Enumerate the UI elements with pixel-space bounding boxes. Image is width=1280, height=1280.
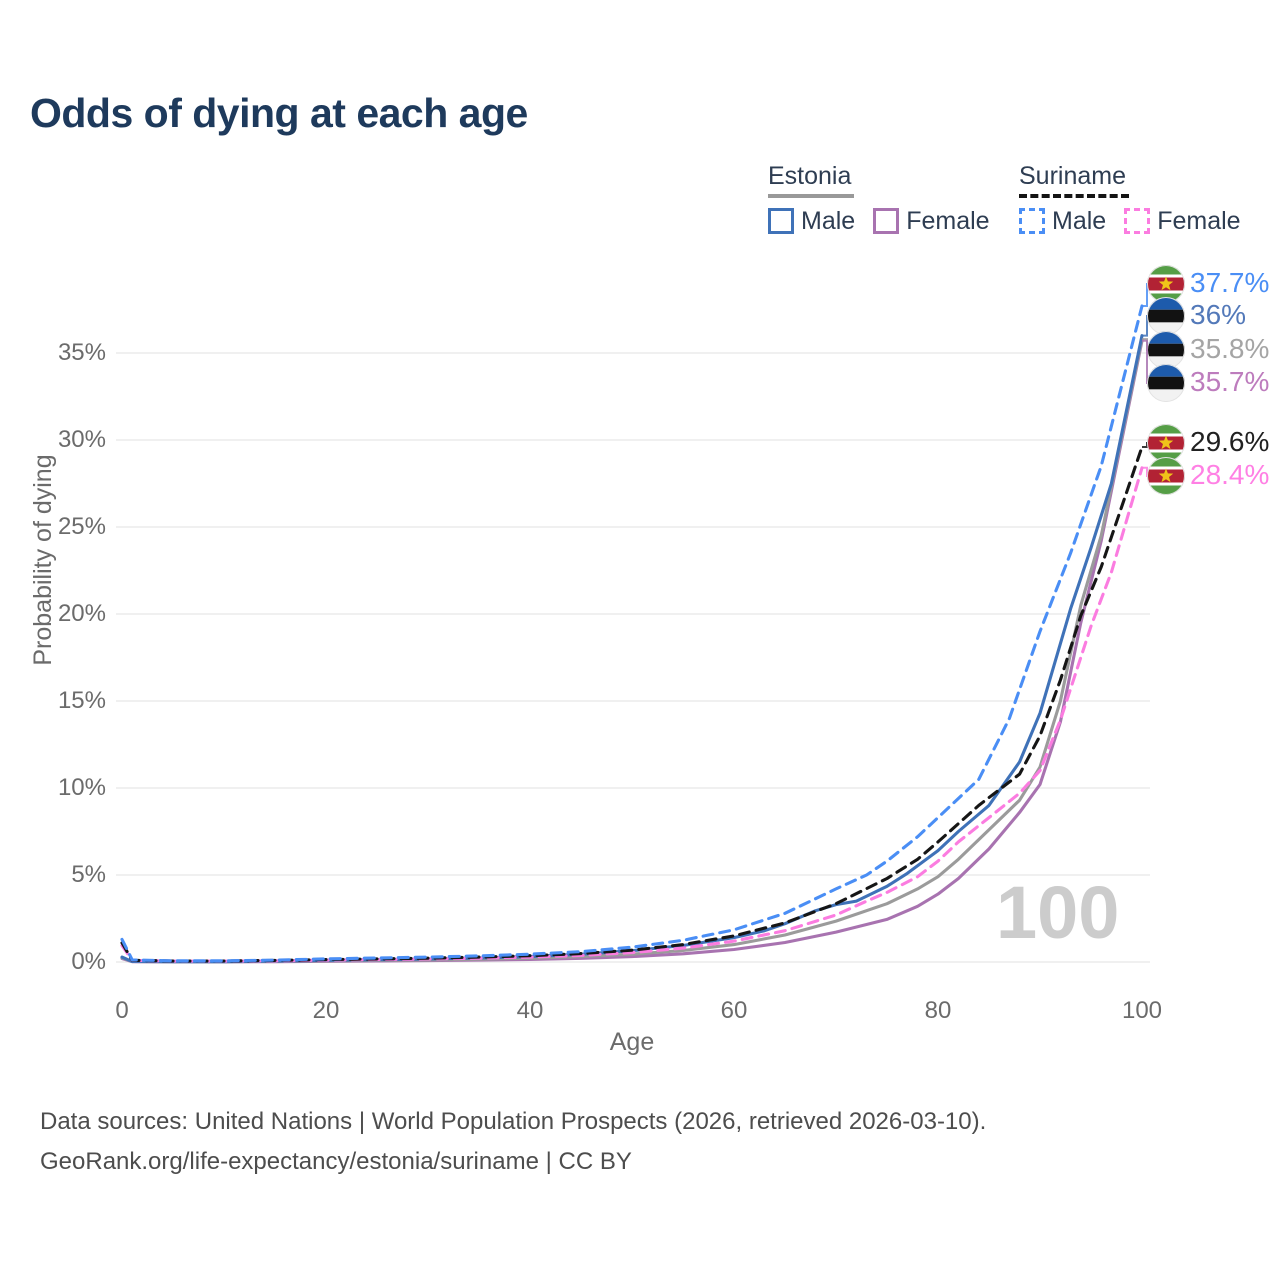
estonia-flag-icon bbox=[1147, 364, 1185, 402]
footer-data-sources: Data sources: United Nations | World Pop… bbox=[40, 1108, 987, 1135]
suriname-flag-icon bbox=[1147, 424, 1185, 462]
end-value-label-estonia-male: 36% bbox=[1190, 299, 1247, 330]
legend-group-estonia: Estonia Male Female bbox=[768, 162, 1008, 236]
legend-group-suriname: Suriname Male Female bbox=[1019, 162, 1259, 236]
end-value-label-suriname-total: 29.6% bbox=[1190, 426, 1270, 457]
y-tick-label: 25% bbox=[57, 513, 106, 540]
x-tick-label: 80 bbox=[924, 997, 952, 1024]
estonia-male-swatch-icon bbox=[768, 208, 794, 234]
series-line-estonia-female bbox=[120, 339, 1144, 964]
legend-item-label: Female bbox=[906, 206, 990, 235]
legend-country-label-estonia: Estonia bbox=[768, 162, 852, 190]
end-value-label-estonia-total: 35.8% bbox=[1190, 333, 1270, 364]
estonia-flag-icon bbox=[1147, 297, 1185, 335]
series-line-estonia-total bbox=[120, 337, 1144, 964]
footer-attribution: GeoRank.org/life-expectancy/estonia/suri… bbox=[40, 1148, 632, 1175]
y-tick-label: 10% bbox=[57, 774, 106, 801]
y-tick-label: 35% bbox=[57, 339, 106, 366]
legend-underline-estonia-solid bbox=[768, 193, 854, 198]
legend-items-estonia: Male Female bbox=[768, 207, 1008, 236]
suriname-flag-icon bbox=[1147, 457, 1185, 495]
legend-item-suriname-female[interactable]: Female bbox=[1124, 206, 1241, 236]
legend-items-suriname: Male Female bbox=[1019, 207, 1259, 236]
legend-item-suriname-male[interactable]: Male bbox=[1019, 207, 1106, 236]
end-value-label-estonia-female: 35.7% bbox=[1190, 366, 1270, 397]
end-value-label-suriname-male: 37.7% bbox=[1190, 267, 1270, 298]
estonia-female-swatch-icon bbox=[873, 208, 900, 234]
chart-title: Odds of dying at each age bbox=[30, 90, 528, 136]
x-tick-label: 100 bbox=[1121, 997, 1163, 1024]
legend-item-label: Female bbox=[1157, 206, 1241, 235]
suriname-male-swatch-icon bbox=[1019, 208, 1045, 234]
legend-item-label: Male bbox=[1052, 206, 1107, 235]
legend-item-estonia-male[interactable]: Male bbox=[768, 207, 855, 236]
y-axis-label: Probability of dying bbox=[29, 454, 57, 666]
series-line-suriname-total bbox=[120, 445, 1144, 963]
x-tick-label: 0 bbox=[115, 997, 129, 1024]
series-line-suriname-female bbox=[120, 466, 1144, 963]
legend-item-estonia-female[interactable]: Female bbox=[873, 206, 990, 236]
x-tick-label: 60 bbox=[720, 997, 748, 1024]
legend-underline-suriname-dashed bbox=[1019, 193, 1129, 198]
y-tick-label: 20% bbox=[57, 600, 106, 627]
estonia-flag-icon bbox=[1147, 331, 1185, 369]
series-line-suriname-male bbox=[120, 304, 1144, 963]
y-tick-label: 15% bbox=[57, 687, 106, 714]
y-tick-label: 0% bbox=[71, 948, 106, 975]
series-line-estonia-male bbox=[120, 334, 1144, 964]
x-axis-label: Age bbox=[609, 1028, 655, 1056]
age-frame-watermark: 100 bbox=[996, 871, 1120, 954]
legend-country-label-suriname: Suriname bbox=[1019, 162, 1126, 190]
y-tick-label: 30% bbox=[57, 426, 106, 453]
suriname-female-swatch-icon bbox=[1124, 208, 1151, 234]
end-value-label-suriname-female: 28.4% bbox=[1190, 459, 1270, 490]
x-tick-label: 40 bbox=[516, 997, 544, 1024]
legend-item-label: Male bbox=[801, 206, 856, 235]
x-tick-label: 20 bbox=[312, 997, 340, 1024]
y-tick-label: 5% bbox=[71, 861, 106, 888]
